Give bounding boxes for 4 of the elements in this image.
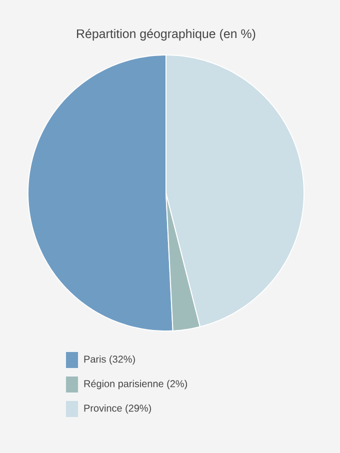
legend-label: Province (29%) <box>84 404 151 414</box>
chart-title: Répartition géographique (en %) <box>77 28 256 41</box>
legend-label: Région parisienne (2%) <box>84 380 187 390</box>
legend-label: Paris (32%) <box>84 355 135 365</box>
